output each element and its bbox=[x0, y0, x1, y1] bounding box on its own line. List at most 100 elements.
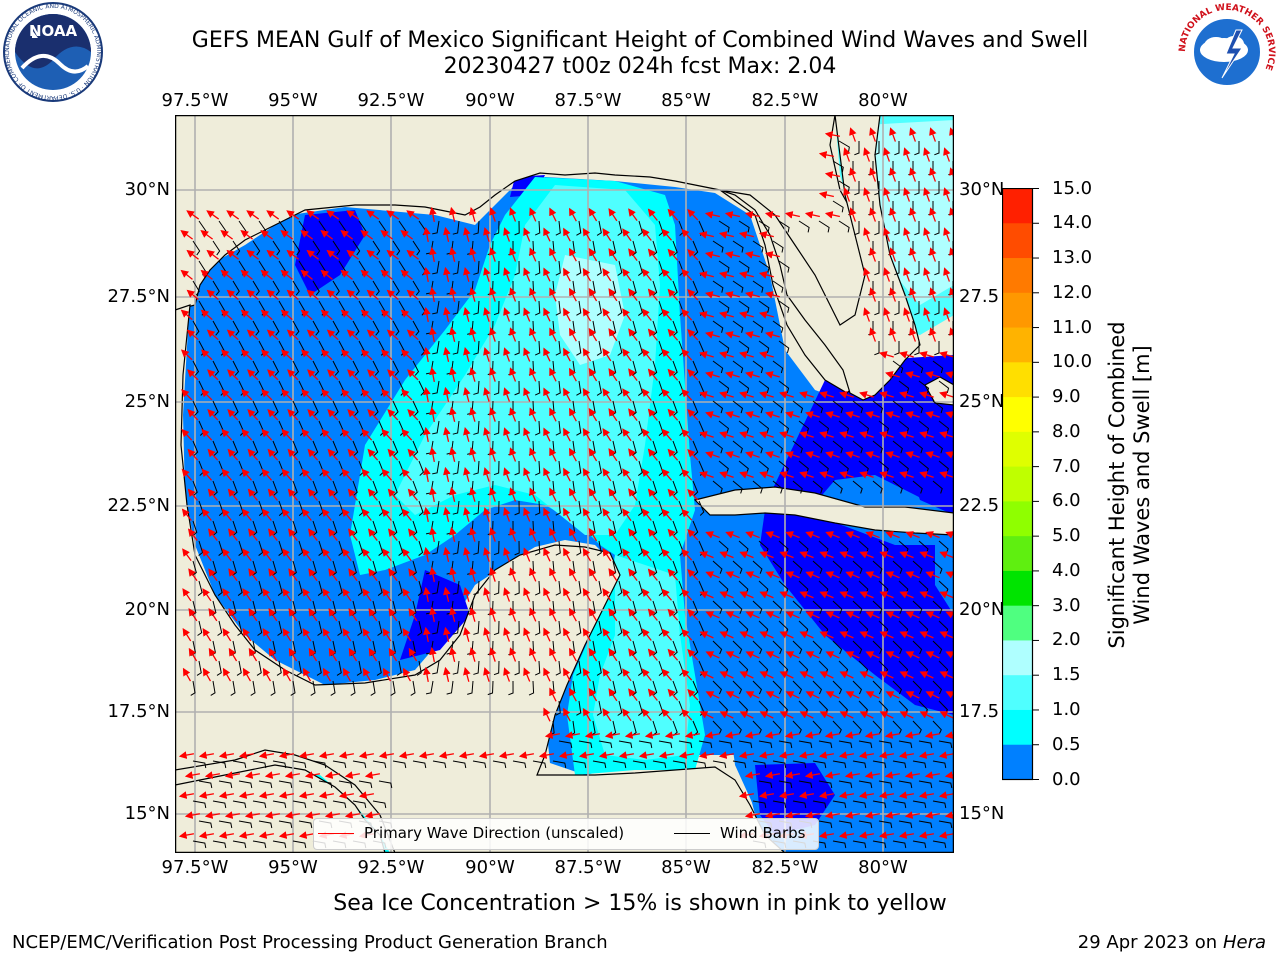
wave-direction-arrow bbox=[885, 451, 900, 459]
wave-direction-arrow bbox=[463, 426, 471, 442]
colorbar-segment bbox=[1002, 466, 1033, 502]
wave-direction-arrow bbox=[266, 210, 280, 220]
colorbar-tick-label: 0.5 bbox=[1052, 733, 1081, 755]
wave-direction-arrow bbox=[529, 407, 537, 422]
wave-direction-arrow bbox=[321, 389, 333, 401]
wind-barb bbox=[838, 220, 850, 233]
wave-direction-arrow bbox=[543, 267, 551, 282]
wind-barb bbox=[452, 420, 460, 435]
wave-direction-arrow bbox=[764, 291, 780, 299]
wave-direction-arrow bbox=[745, 531, 760, 539]
wave-direction-arrow bbox=[523, 427, 531, 442]
wave-direction-arrow bbox=[247, 369, 259, 381]
wave-direction-arrow bbox=[469, 487, 477, 502]
wave-direction-arrow bbox=[347, 448, 359, 461]
wave-direction-arrow bbox=[825, 411, 840, 419]
colorbar-segment bbox=[1002, 188, 1033, 224]
wave-direction-arrow bbox=[725, 331, 740, 339]
lat-label-right: 27.5 bbox=[959, 286, 1000, 307]
wave-direction-arrow bbox=[340, 269, 353, 280]
wave-direction-arrow bbox=[687, 248, 699, 261]
wind-barb bbox=[352, 320, 360, 336]
wave-direction-arrow bbox=[889, 247, 897, 262]
wave-direction-arrow bbox=[187, 488, 198, 501]
wind-barb bbox=[914, 221, 920, 236]
wave-direction-arrow bbox=[628, 408, 638, 422]
wave-direction-arrow bbox=[608, 488, 618, 502]
wave-direction-arrow bbox=[483, 387, 491, 402]
wave-direction-arrow bbox=[281, 468, 293, 481]
lat-label-right: 15°N bbox=[959, 803, 1005, 824]
wind-barb bbox=[473, 340, 480, 355]
wave-direction-arrow bbox=[226, 249, 239, 260]
wave-direction-arrow bbox=[863, 227, 871, 242]
wind-barb bbox=[514, 220, 520, 236]
wave-direction-arrow bbox=[387, 369, 399, 381]
wave-direction-arrow bbox=[443, 466, 451, 482]
wave-direction-arrow bbox=[819, 391, 834, 399]
wave-direction-arrow bbox=[207, 409, 219, 421]
wind-barb bbox=[892, 440, 903, 454]
wave-direction-arrow bbox=[879, 391, 894, 399]
colorbar-segment bbox=[1002, 431, 1033, 468]
colorbar bbox=[1002, 188, 1039, 781]
wave-direction-arrow bbox=[647, 488, 658, 501]
wave-direction-arrow bbox=[503, 347, 511, 362]
wind-barb bbox=[212, 400, 219, 416]
wave-direction-arrow bbox=[246, 249, 259, 260]
lon-label-top: 97.5°W bbox=[161, 90, 229, 111]
wave-direction-arrow bbox=[181, 468, 193, 481]
wind-barb bbox=[452, 500, 460, 515]
lon-label-bottom: 87.5°W bbox=[554, 857, 622, 878]
wave-direction-arrow bbox=[785, 451, 800, 459]
lon-label-top: 80°W bbox=[858, 90, 908, 111]
wind-barb bbox=[493, 340, 500, 356]
wave-direction-arrow bbox=[943, 227, 951, 242]
wave-direction-arrow bbox=[429, 486, 437, 502]
wave-direction-arrow bbox=[181, 389, 193, 401]
wave-direction-arrow bbox=[181, 428, 193, 441]
wave-direction-arrow bbox=[698, 271, 714, 279]
wave-direction-arrow bbox=[667, 288, 679, 301]
wave-direction-arrow bbox=[602, 508, 612, 522]
wave-direction-arrow bbox=[859, 431, 874, 439]
wind-barb bbox=[392, 320, 400, 336]
wind-barb bbox=[718, 340, 730, 354]
wave-direction-arrow bbox=[925, 531, 940, 539]
wave-direction-arrow bbox=[764, 251, 780, 259]
wave-direction-arrow bbox=[759, 551, 774, 559]
wind-barb bbox=[617, 260, 623, 276]
colorbar-tick-label: 9.0 bbox=[1052, 386, 1081, 408]
wave-direction-arrow bbox=[366, 329, 379, 341]
wave-direction-arrow bbox=[889, 167, 897, 182]
wave-direction-arrow bbox=[608, 288, 618, 302]
wave-direction-arrow bbox=[758, 231, 774, 239]
wind-barb bbox=[698, 500, 705, 516]
wave-direction-arrow bbox=[281, 389, 293, 401]
wave-direction-arrow bbox=[608, 528, 618, 542]
wind-barb bbox=[372, 400, 379, 416]
wave-direction-arrow bbox=[905, 371, 920, 379]
wave-direction-arrow bbox=[327, 409, 339, 421]
wind-barb bbox=[932, 440, 943, 454]
wave-direction-arrow bbox=[582, 267, 592, 282]
wave-direction-arrow bbox=[260, 349, 273, 361]
wave-direction-arrow bbox=[705, 531, 720, 539]
wave-direction-arrow bbox=[879, 431, 894, 439]
wave-direction-arrow bbox=[247, 448, 259, 461]
wind-barb bbox=[914, 181, 920, 196]
wave-direction-arrow bbox=[449, 446, 457, 462]
wave-direction-arrow bbox=[186, 289, 199, 300]
wind-barb bbox=[312, 280, 320, 296]
wave-direction-arrow bbox=[443, 426, 451, 442]
wave-direction-arrow bbox=[509, 487, 517, 502]
wind-barb bbox=[332, 320, 340, 336]
wave-direction-arrow bbox=[381, 508, 392, 521]
wave-direction-arrow bbox=[909, 327, 917, 342]
wind-barb bbox=[758, 260, 770, 273]
wave-direction-arrow bbox=[226, 329, 239, 341]
wave-direction-arrow bbox=[240, 349, 253, 361]
wave-direction-arrow bbox=[503, 507, 511, 522]
wave-direction-arrow bbox=[287, 488, 298, 501]
wave-direction-arrow bbox=[549, 407, 557, 422]
